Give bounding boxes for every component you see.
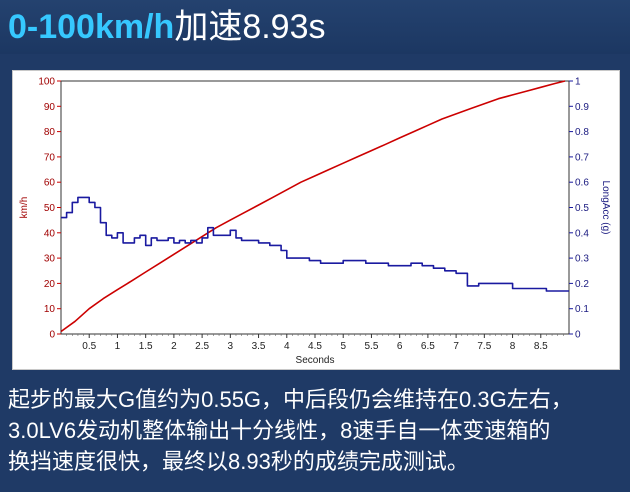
y-tick-label: 40 [44, 228, 56, 239]
plot-frame [60, 80, 570, 335]
y2-tick-label: 0.6 [575, 178, 589, 189]
acceleration-chart: 0 10 20 30 40 50 60 70 80 90 100 0 0.1 0.2 0.3 0.4 0.5 0.… [19, 77, 611, 367]
y2-tick-label: 1 [575, 77, 581, 88]
x-axis-label: Seconds [296, 355, 335, 366]
y-tick-label: 20 [44, 279, 56, 290]
speed-series-line [60, 80, 566, 333]
x-tick-label: 1 [115, 341, 121, 352]
x-tick-label: 6 [397, 341, 403, 352]
x-tick-label: 3.5 [252, 341, 266, 352]
y2-tick-label: 0.5 [575, 203, 589, 214]
x-tick-label: 2.5 [195, 341, 209, 352]
x-tick-label: 5 [340, 341, 346, 352]
caption-line: 换挡速度很快，最终以8.93秒的成绩完成测试。 [8, 449, 469, 474]
y-axis-label: km/h [19, 197, 30, 219]
x-tick-label: 4.5 [308, 341, 322, 352]
chart-panel: 0 10 20 30 40 50 60 70 80 90 100 0 0.1 0.2 0.3 0.4 0.5 0.… [12, 70, 620, 370]
title-accent: 0-100km/h [8, 8, 175, 46]
y-tick-label: 50 [44, 203, 56, 214]
caption-line: 起步的最大G值约为0.55G，中后段仍会维持在0.3G左右， [8, 387, 573, 412]
y-tick-label: 30 [44, 254, 56, 265]
x-tick-label: 4 [284, 341, 290, 352]
x-tick-label: 6.5 [421, 341, 435, 352]
page-title: 0-100km/h加速8.93s [8, 6, 326, 48]
y2-tick-label: 0.7 [575, 152, 589, 163]
acceleration-series-line [61, 196, 569, 292]
y2-tick-label: 0.1 [575, 304, 589, 315]
header-bar: 0-100km/h加速8.93s [0, 0, 630, 54]
caption: 起步的最大G值约为0.55G，中后段仍会维持在0.3G左右， 3.0LV6发动机… [8, 384, 620, 477]
x-tick-label: 1.5 [139, 341, 153, 352]
y2-tick-label: 0.2 [575, 279, 589, 290]
caption-line: 3.0LV6发动机整体输出十分线性，8速手自一体变速箱的 [8, 418, 551, 443]
x-tick-label: 7 [453, 341, 459, 352]
x-tick-label: 8 [510, 341, 516, 352]
y-tick-label: 0 [49, 330, 55, 341]
y-tick-label: 100 [38, 77, 55, 88]
y2-axis-label: LongAcc (g) [600, 181, 611, 235]
y-tick-label: 10 [44, 304, 56, 315]
y-tick-label: 60 [44, 178, 56, 189]
y2-tick-label: 0.4 [575, 228, 589, 239]
y-tick-label: 90 [44, 102, 56, 113]
x-tick-label: 2 [171, 341, 177, 352]
title-rest: 加速8.93s [174, 8, 326, 46]
y2-tick-label: 0 [575, 330, 581, 341]
y-tick-label: 70 [44, 152, 56, 163]
y2-tick-label: 0.3 [575, 254, 589, 265]
y-tick-label: 80 [44, 127, 56, 138]
x-tick-label: 0.5 [82, 341, 96, 352]
x-tick-label: 8.5 [534, 341, 548, 352]
x-tick-label: 5.5 [364, 341, 378, 352]
y2-tick-label: 0.8 [575, 127, 589, 138]
y2-tick-label: 0.9 [575, 102, 589, 113]
x-tick-label: 3 [228, 341, 234, 352]
x-tick-label: 7.5 [477, 341, 491, 352]
